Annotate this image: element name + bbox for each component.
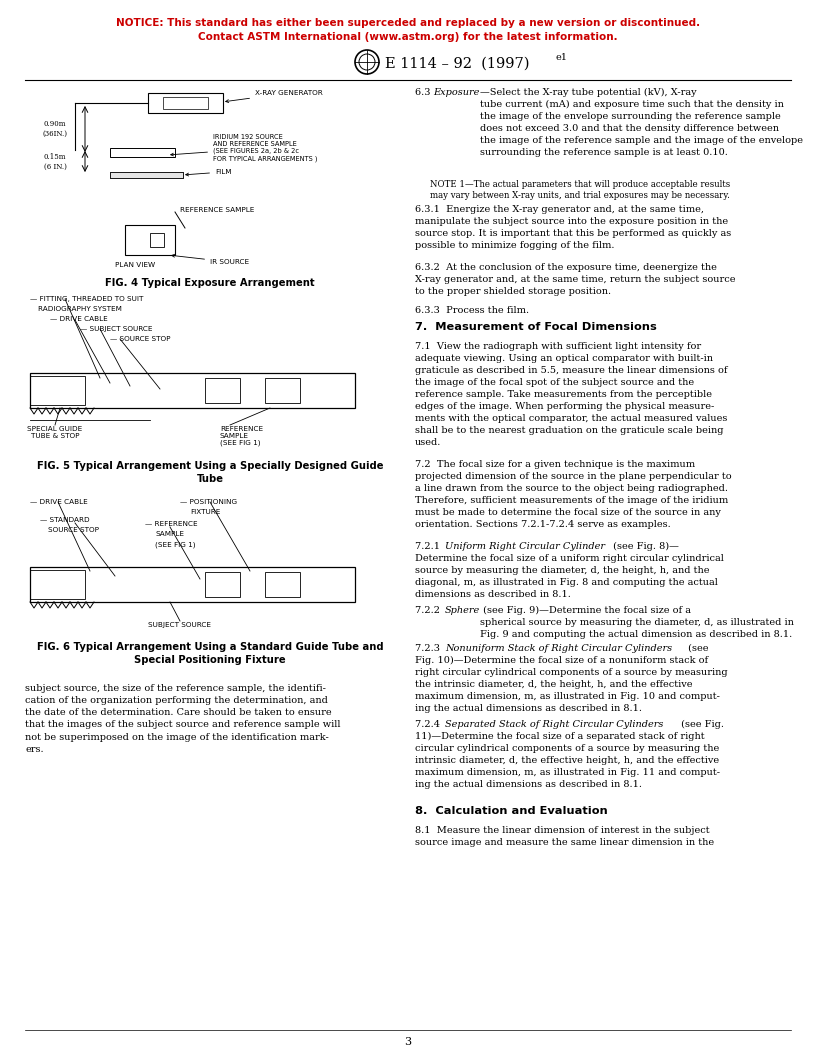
Bar: [265, 572, 300, 597]
Text: SAMPLE: SAMPLE: [155, 531, 184, 538]
Text: Contact ASTM International (www.astm.org) for the latest information.: Contact ASTM International (www.astm.org…: [198, 32, 618, 42]
Text: 6.3: 6.3: [415, 88, 433, 97]
Text: FIG. 5 Typical Arrangement Using a Specially Designed Guide
Tube: FIG. 5 Typical Arrangement Using a Speci…: [37, 461, 384, 485]
Text: REFERENCE SAMPLE: REFERENCE SAMPLE: [180, 207, 255, 213]
Text: FIG. 6 Typical Arrangement Using a Standard Guide Tube and
Special Positioning F: FIG. 6 Typical Arrangement Using a Stand…: [37, 642, 384, 665]
Text: Fig. 10)—Determine the focal size of a nonuniform stack of
right circular cylind: Fig. 10)—Determine the focal size of a n…: [415, 656, 728, 713]
Text: X-RAY GENERATOR: X-RAY GENERATOR: [226, 90, 323, 102]
Bar: [30, 567, 355, 602]
Bar: [110, 172, 183, 178]
Bar: [30, 373, 355, 408]
Bar: [150, 233, 164, 247]
Text: SPECIAL GUIDE
TUBE & STOP: SPECIAL GUIDE TUBE & STOP: [28, 426, 82, 439]
Text: — DRIVE CABLE: — DRIVE CABLE: [30, 499, 88, 505]
Text: 7.2.3: 7.2.3: [415, 644, 446, 653]
Bar: [148, 93, 223, 113]
Text: Sphere: Sphere: [445, 606, 481, 615]
Text: — DRIVE CABLE: — DRIVE CABLE: [50, 316, 108, 322]
Text: — FITTING, THREADED TO SUIT: — FITTING, THREADED TO SUIT: [30, 296, 144, 302]
Bar: [125, 225, 175, 254]
Text: 7.2.1: 7.2.1: [415, 542, 446, 551]
Text: E 1114 – 92  (1997): E 1114 – 92 (1997): [385, 57, 530, 71]
Text: Exposure: Exposure: [433, 88, 479, 97]
Text: Uniform Right Circular Cylinder: Uniform Right Circular Cylinder: [445, 542, 605, 551]
Text: — STANDARD: — STANDARD: [40, 517, 90, 523]
Bar: [110, 148, 175, 157]
Text: e1: e1: [555, 53, 567, 62]
Text: 11)—Determine the focal size of a separated stack of right
circular cylindrical : 11)—Determine the focal size of a separa…: [415, 732, 720, 789]
Bar: [110, 172, 183, 178]
Text: (see Fig.: (see Fig.: [678, 720, 724, 729]
Text: 7.2.4: 7.2.4: [415, 720, 446, 729]
Text: (see Fig. 9)—Determine the focal size of a
spherical source by measuring the dia: (see Fig. 9)—Determine the focal size of…: [480, 606, 794, 639]
Text: IR SOURCE: IR SOURCE: [171, 254, 249, 265]
Text: —Select the X-ray tube potential (kV), X-ray
tube current (mA) and exposure time: —Select the X-ray tube potential (kV), X…: [480, 88, 803, 157]
Text: 7.  Measurement of Focal Dimensions: 7. Measurement of Focal Dimensions: [415, 322, 657, 332]
Text: 7.2.2: 7.2.2: [415, 606, 446, 615]
Text: 3: 3: [405, 1037, 411, 1046]
Text: SOURCE STOP: SOURCE STOP: [48, 527, 99, 533]
Text: NOTE 1—The actual parameters that will produce acceptable results
may vary betwe: NOTE 1—The actual parameters that will p…: [430, 180, 730, 201]
Bar: [205, 572, 240, 597]
Text: (see Fig. 8)—: (see Fig. 8)—: [610, 542, 679, 551]
Text: FIXTURE: FIXTURE: [190, 509, 220, 515]
Bar: [163, 97, 208, 109]
Text: (SEE FIG 1): (SEE FIG 1): [155, 541, 196, 547]
Text: Separated Stack of Right Circular Cylinders: Separated Stack of Right Circular Cylind…: [445, 720, 663, 729]
Text: RADIOGRAPHY SYSTEM: RADIOGRAPHY SYSTEM: [38, 306, 122, 312]
Text: 6.3.3  Process the film.: 6.3.3 Process the film.: [415, 306, 529, 315]
Text: NOTICE: This standard has either been superceded and replaced by a new version o: NOTICE: This standard has either been su…: [116, 18, 700, 29]
Text: Determine the focal size of a uniform right circular cylindrical
source by measu: Determine the focal size of a uniform ri…: [415, 554, 724, 599]
Text: — SUBJECT SOURCE: — SUBJECT SOURCE: [80, 326, 153, 332]
Bar: [30, 376, 85, 406]
Bar: [205, 378, 240, 403]
Bar: [30, 570, 85, 599]
Text: FIG. 4 Typical Exposure Arrangement: FIG. 4 Typical Exposure Arrangement: [105, 278, 315, 288]
Text: — SOURCE STOP: — SOURCE STOP: [110, 336, 171, 342]
Text: 7.1  View the radiograph with sufficient light intensity for
adequate viewing. U: 7.1 View the radiograph with sufficient …: [415, 342, 728, 447]
Text: 0.90m
(36IN.): 0.90m (36IN.): [42, 120, 68, 137]
Text: — POSITIONING: — POSITIONING: [180, 499, 237, 505]
Text: — REFERENCE: — REFERENCE: [145, 521, 197, 527]
Text: REFERENCE
SAMPLE
(SEE FIG 1): REFERENCE SAMPLE (SEE FIG 1): [220, 426, 263, 447]
Text: 6.3.2  At the conclusion of the exposure time, deenergize the
X-ray generator an: 6.3.2 At the conclusion of the exposure …: [415, 263, 735, 296]
Text: (see: (see: [685, 644, 708, 653]
Text: 8.1  Measure the linear dimension of interest in the subject
source image and me: 8.1 Measure the linear dimension of inte…: [415, 826, 714, 847]
Text: subject source, the size of the reference sample, the identifi-
cation of the or: subject source, the size of the referenc…: [25, 684, 340, 754]
Text: 0.15m
(6 IN.): 0.15m (6 IN.): [43, 153, 66, 171]
Text: Nonuniform Stack of Right Circular Cylinders: Nonuniform Stack of Right Circular Cylin…: [445, 644, 672, 653]
Bar: [265, 378, 300, 403]
Text: FILM: FILM: [186, 169, 232, 176]
Text: PLAN VIEW: PLAN VIEW: [115, 262, 155, 268]
Text: IRIDIUM 192 SOURCE
AND REFERENCE SAMPLE
(SEE FIGURES 2a, 2b & 2c
FOR TYPICAL ARR: IRIDIUM 192 SOURCE AND REFERENCE SAMPLE …: [171, 134, 317, 162]
Text: 6.3.1  Energize the X-ray generator and, at the same time,
manipulate the subjec: 6.3.1 Energize the X-ray generator and, …: [415, 205, 731, 250]
Text: SUBJECT SOURCE: SUBJECT SOURCE: [149, 622, 211, 628]
Text: 7.2  The focal size for a given technique is the maximum
projected dimension of : 7.2 The focal size for a given technique…: [415, 460, 732, 529]
Text: 8.  Calculation and Evaluation: 8. Calculation and Evaluation: [415, 806, 608, 816]
